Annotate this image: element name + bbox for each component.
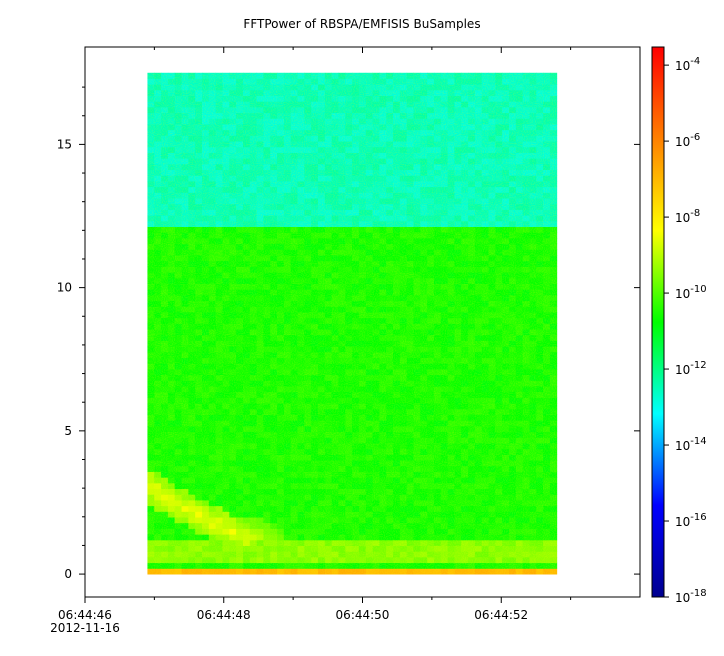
chart-title: FFTPower of RBSPA/EMFISIS BuSamples: [243, 17, 481, 31]
